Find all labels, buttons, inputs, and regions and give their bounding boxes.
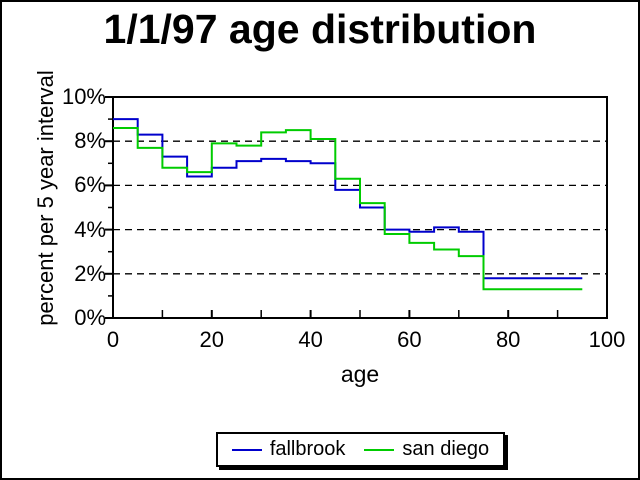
y-tick-label: 8%	[74, 128, 106, 154]
x-tick-label: 80	[495, 327, 521, 352]
y-tick-label: 0%	[74, 305, 106, 330]
legend-item-san-diego: san diego	[364, 438, 489, 461]
x-axis-label: age	[340, 361, 380, 387]
series-line-fallbrook	[113, 118, 583, 280]
y-tick-label: 6%	[74, 172, 106, 198]
y-tick-label: 10%	[61, 84, 106, 109]
x-tick-label: 20	[199, 327, 225, 352]
fallbrook-line-swatch-icon	[231, 448, 262, 451]
chart-title: 1/1/97 age distribution	[103, 6, 537, 52]
x-tick-label: 0	[106, 327, 120, 352]
legend-label: fallbrook	[269, 438, 346, 460]
legend: fallbrook san diego	[216, 432, 505, 467]
series-line-san-diego	[113, 126, 583, 291]
x-tick-label: 60	[397, 327, 422, 352]
x-tick-label: 40	[298, 327, 323, 352]
legend-item-fallbrook: fallbrook	[231, 438, 346, 461]
y-tick-label: 2%	[74, 260, 106, 286]
y-tick-label: 4%	[74, 216, 106, 242]
san-diego-line-swatch-icon	[364, 448, 395, 451]
legend-label: san diego	[402, 438, 490, 460]
x-tick-label: 100	[588, 327, 626, 352]
